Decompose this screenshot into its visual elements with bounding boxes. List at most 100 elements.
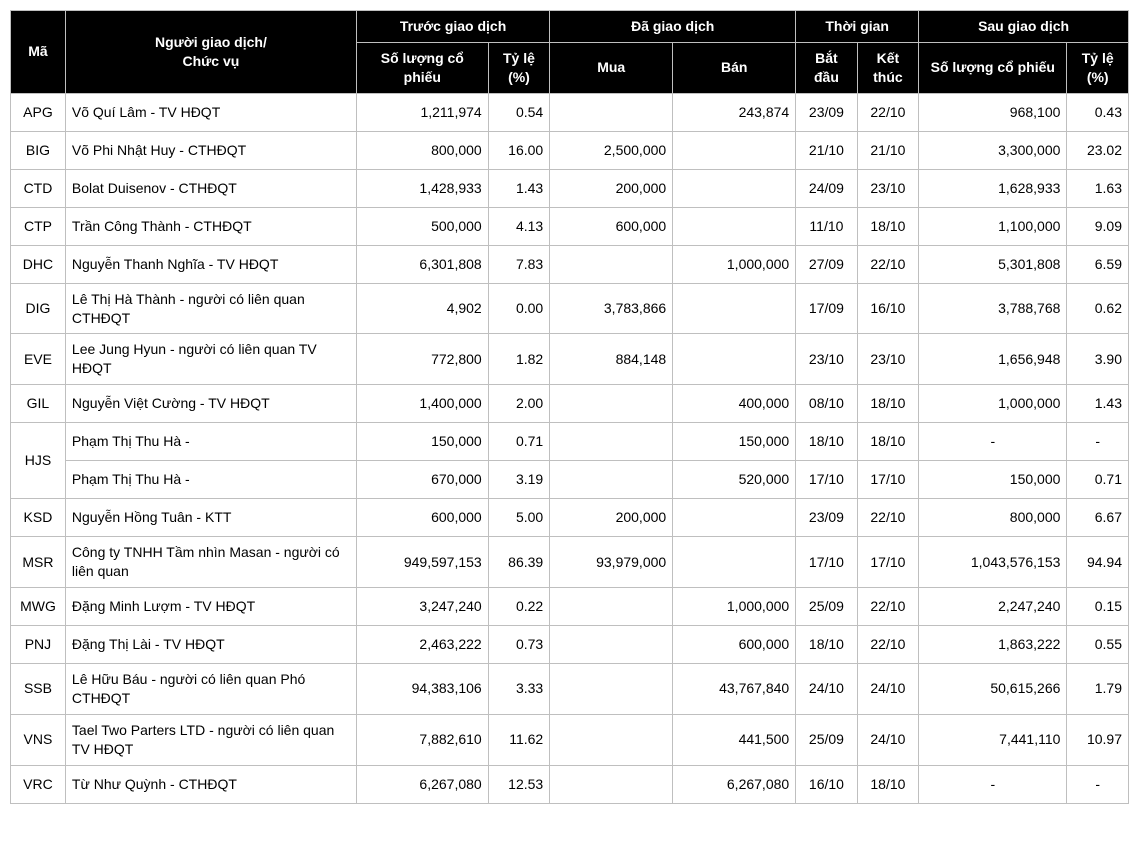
cell-person: Đặng Minh Lượm - TV HĐQT	[65, 588, 356, 626]
cell-sell	[673, 207, 796, 245]
cell-after-qty: 1,100,000	[919, 207, 1067, 245]
cell-person: Võ Phi Nhật Huy - CTHĐQT	[65, 131, 356, 169]
cell-end: 23/10	[857, 334, 918, 385]
cell-person: Lê Thị Hà Thành - người có liên quan CTH…	[65, 283, 356, 334]
cell-buy	[550, 714, 673, 765]
cell-before-pct: 4.13	[488, 207, 550, 245]
cell-buy	[550, 93, 673, 131]
cell-before-qty: 1,400,000	[356, 385, 488, 423]
cell-before-qty: 150,000	[356, 423, 488, 461]
cell-person: Bolat Duisenov - CTHĐQT	[65, 169, 356, 207]
cell-end: 18/10	[857, 207, 918, 245]
cell-buy	[550, 423, 673, 461]
header-start: Bắt đầu	[796, 42, 857, 93]
cell-ma: DHC	[11, 245, 66, 283]
table-row: GILNguyễn Việt Cường - TV HĐQT1,400,0002…	[11, 385, 1129, 423]
header-before: Trước giao dịch	[356, 11, 549, 43]
cell-sell	[673, 537, 796, 588]
cell-after-pct: -	[1067, 423, 1129, 461]
cell-start: 25/09	[796, 588, 857, 626]
cell-buy: 600,000	[550, 207, 673, 245]
cell-before-pct: 11.62	[488, 714, 550, 765]
cell-before-qty: 94,383,106	[356, 664, 488, 715]
header-time: Thời gian	[796, 11, 919, 43]
cell-end: 22/10	[857, 499, 918, 537]
cell-before-qty: 6,267,080	[356, 765, 488, 803]
cell-start: 08/10	[796, 385, 857, 423]
cell-start: 16/10	[796, 765, 857, 803]
cell-start: 24/10	[796, 664, 857, 715]
cell-end: 22/10	[857, 626, 918, 664]
cell-after-qty: 1,000,000	[919, 385, 1067, 423]
cell-person: Trần Công Thành - CTHĐQT	[65, 207, 356, 245]
cell-before-pct: 3.33	[488, 664, 550, 715]
cell-after-pct: 0.62	[1067, 283, 1129, 334]
cell-ma: VNS	[11, 714, 66, 765]
header-sell: Bán	[673, 42, 796, 93]
cell-ma: BIG	[11, 131, 66, 169]
cell-buy	[550, 461, 673, 499]
cell-end: 24/10	[857, 714, 918, 765]
cell-end: 22/10	[857, 588, 918, 626]
cell-buy: 2,500,000	[550, 131, 673, 169]
cell-after-qty: 968,100	[919, 93, 1067, 131]
cell-end: 24/10	[857, 664, 918, 715]
cell-before-pct: 7.83	[488, 245, 550, 283]
cell-buy: 884,148	[550, 334, 673, 385]
cell-after-qty: 3,300,000	[919, 131, 1067, 169]
cell-person: Từ Như Quỳnh - CTHĐQT	[65, 765, 356, 803]
cell-after-pct: 3.90	[1067, 334, 1129, 385]
cell-person: Nguyễn Thanh Nghĩa - TV HĐQT	[65, 245, 356, 283]
header-person: Người giao dịch/ Chức vụ	[65, 11, 356, 94]
cell-after-pct: 9.09	[1067, 207, 1129, 245]
cell-end: 18/10	[857, 385, 918, 423]
table-row: VNSTael Two Parters LTD - người có liên …	[11, 714, 1129, 765]
cell-before-qty: 600,000	[356, 499, 488, 537]
cell-before-qty: 6,301,808	[356, 245, 488, 283]
cell-start: 24/09	[796, 169, 857, 207]
table-row: BIGVõ Phi Nhật Huy - CTHĐQT800,00016.002…	[11, 131, 1129, 169]
cell-start: 18/10	[796, 626, 857, 664]
cell-before-qty: 500,000	[356, 207, 488, 245]
cell-buy: 93,979,000	[550, 537, 673, 588]
cell-ma: CTD	[11, 169, 66, 207]
cell-ma: VRC	[11, 765, 66, 803]
cell-before-pct: 0.00	[488, 283, 550, 334]
header-buy: Mua	[550, 42, 673, 93]
table-row: MSRCông ty TNHH Tầm nhìn Masan - người c…	[11, 537, 1129, 588]
cell-person: Phạm Thị Thu Hà -	[65, 423, 356, 461]
cell-ma: APG	[11, 93, 66, 131]
cell-buy	[550, 588, 673, 626]
cell-sell: 43,767,840	[673, 664, 796, 715]
cell-sell: 150,000	[673, 423, 796, 461]
table-row: VRCTừ Như Quỳnh - CTHĐQT6,267,08012.536,…	[11, 765, 1129, 803]
cell-sell: 600,000	[673, 626, 796, 664]
cell-before-qty: 1,428,933	[356, 169, 488, 207]
cell-person: Tael Two Parters LTD - người có liên qua…	[65, 714, 356, 765]
table-row: DIGLê Thị Hà Thành - người có liên quan …	[11, 283, 1129, 334]
cell-person: Nguyễn Việt Cường - TV HĐQT	[65, 385, 356, 423]
cell-before-pct: 0.73	[488, 626, 550, 664]
insider-trade-table: Mã Người giao dịch/ Chức vụ Trước giao d…	[10, 10, 1129, 804]
cell-after-qty: 1,656,948	[919, 334, 1067, 385]
cell-sell: 243,874	[673, 93, 796, 131]
cell-buy	[550, 664, 673, 715]
cell-buy	[550, 385, 673, 423]
cell-ma: DIG	[11, 283, 66, 334]
table-row: Phạm Thị Thu Hà -670,0003.19520,00017/10…	[11, 461, 1129, 499]
cell-after-pct: 0.55	[1067, 626, 1129, 664]
cell-end: 23/10	[857, 169, 918, 207]
header-after-pct: Tỷ lệ (%)	[1067, 42, 1129, 93]
cell-sell	[673, 334, 796, 385]
table-row: APGVõ Quí Lâm - TV HĐQT1,211,9740.54243,…	[11, 93, 1129, 131]
table-header: Mã Người giao dịch/ Chức vụ Trước giao d…	[11, 11, 1129, 94]
cell-buy: 200,000	[550, 169, 673, 207]
cell-sell: 400,000	[673, 385, 796, 423]
table-row: CTPTrần Công Thành - CTHĐQT500,0004.1360…	[11, 207, 1129, 245]
cell-after-pct: 0.43	[1067, 93, 1129, 131]
cell-before-pct: 2.00	[488, 385, 550, 423]
cell-before-qty: 800,000	[356, 131, 488, 169]
cell-after-qty: 150,000	[919, 461, 1067, 499]
cell-before-pct: 16.00	[488, 131, 550, 169]
table-row: KSDNguyễn Hồng Tuân - KTT600,0005.00200,…	[11, 499, 1129, 537]
